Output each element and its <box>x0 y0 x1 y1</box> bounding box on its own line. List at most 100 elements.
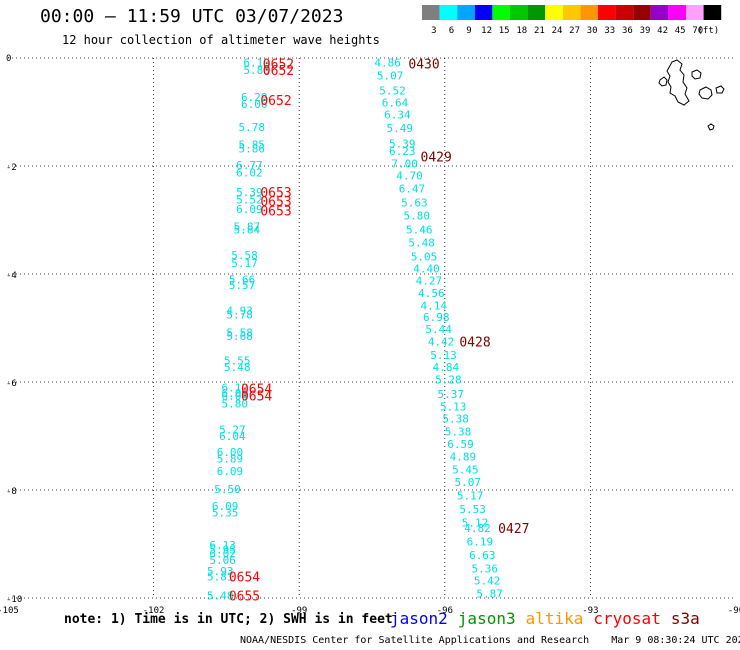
lon-tick-label: -105 <box>0 606 19 616</box>
swh-value: 6.47 <box>399 183 426 196</box>
swh-value: 6.77 <box>236 159 263 172</box>
legend-swatch <box>510 5 528 20</box>
credit-text: NOAA/NESDIS Center for Satellite Applica… <box>240 635 590 646</box>
swh-value: 5.42 <box>474 575 501 588</box>
swh-value: 5.39 <box>236 186 263 199</box>
legend-label: 24 <box>552 26 563 36</box>
swh-value: 5.48 <box>207 589 234 602</box>
swh-value: 5.58 <box>226 326 253 339</box>
legend-swatch <box>615 5 634 20</box>
swh-value: 6.64 <box>382 96 409 109</box>
swh-value: 4.42 <box>428 336 455 349</box>
legend-swatch <box>492 5 510 20</box>
swh-value: 5.80 <box>404 210 431 223</box>
legend-label: 3 <box>431 26 436 36</box>
swh-value: 5.55 <box>224 354 251 367</box>
legend-swatch <box>457 5 475 20</box>
pass-time-label: 0653 <box>260 204 291 219</box>
swh-value: 6.63 <box>469 549 496 562</box>
swh-value: 6.13 <box>243 56 269 69</box>
credit-line: NOAA/NESDIS Center for Satellite Applica… <box>240 635 740 646</box>
pass-time-label: 0429 <box>421 150 452 165</box>
swh-value: 5.48 <box>224 361 251 374</box>
swh-value: 4.56 <box>418 287 445 300</box>
swh-value: 4.86 <box>374 56 401 69</box>
pass-time-label: 0427 <box>498 522 529 537</box>
swh-value: 6.98 <box>423 311 450 324</box>
altimeter-tracks: 6.135.856.296.065.785.855.866.776.025.39… <box>207 56 530 604</box>
legend-label: 30 <box>587 26 598 36</box>
legend-label: 9 <box>466 26 471 36</box>
legend-label: 70 <box>692 26 703 36</box>
legend-swatch <box>703 5 722 20</box>
pass-time-label: 0653 <box>260 186 291 201</box>
lat-tick-label: -8 <box>6 487 17 497</box>
pass-time-label: 0654 <box>241 382 272 397</box>
swh-value: 5.49 <box>387 122 414 135</box>
swh-value: 4.89 <box>450 451 477 464</box>
swh-value: 6.06 <box>222 387 249 400</box>
legend-label: 12 <box>481 26 492 36</box>
swh-value: 7.00 <box>391 157 418 170</box>
lat-lon-grid: -105 -102 -99 -96 -93 -90 0 -2 -4 -6 -8 -10 <box>0 54 740 616</box>
legend-swatch <box>422 5 440 20</box>
pass-time-label: 0652 <box>263 64 294 79</box>
swh-value: 5.27 <box>219 424 246 437</box>
map-subtitle: 12 hour collection of altimeter wave hei… <box>62 33 380 47</box>
swh-value: 5.85 <box>239 138 265 151</box>
swh-value: 4.27 <box>416 274 443 287</box>
coastline-san-cristobal <box>715 85 725 94</box>
swh-value: 4.84 <box>433 361 460 374</box>
pass-time-label: 0654 <box>229 570 260 585</box>
units-note: note: 1) Time is in UTC; 2) SWH is in fe… <box>64 612 393 627</box>
swh-value: 5.52 <box>236 193 263 206</box>
swh-value: 5.44 <box>425 323 452 336</box>
legend-swatch <box>580 5 598 20</box>
swh-value: 5.86 <box>239 143 265 156</box>
swh-value: 5.87 <box>234 220 261 233</box>
swh-value: 5.85 <box>243 64 269 77</box>
color-legend: 3 6 9 12 15 18 21 24 27 30 33 36 39 42 45 70(ft) <box>422 5 722 36</box>
legend-label: 21 <box>534 26 545 36</box>
swh-value: 5.46 <box>406 224 433 237</box>
lon-tick-label: -99 <box>291 606 307 616</box>
legend-label: 27 <box>569 26 580 36</box>
swh-value: 5.38 <box>442 413 469 426</box>
lon-tick-label: -90 <box>728 606 740 616</box>
swh-value: 6.02 <box>209 548 236 561</box>
swh-value: 5.57 <box>229 279 256 292</box>
lat-tick-label: -10 <box>6 595 22 605</box>
swh-value: 4.70 <box>396 170 423 183</box>
swh-value: 5.17 <box>457 489 484 502</box>
swh-value: 5.84 <box>234 224 261 237</box>
coastline-isabela <box>666 59 690 106</box>
swh-value: 5.13 <box>440 400 467 413</box>
legend-label: 6 <box>449 26 454 36</box>
swh-value: 5.53 <box>459 503 486 516</box>
legend-label: 42 <box>657 26 668 36</box>
satellite-cryosat: cryosat <box>593 609 661 628</box>
swh-value: 6.09 <box>236 203 263 216</box>
legend-label: 18 <box>516 26 527 36</box>
galapagos-islands <box>658 59 725 131</box>
swh-value: 4.40 <box>413 263 440 276</box>
satellite-jason2: jason2 <box>390 609 448 628</box>
swh-value: 5.78 <box>239 121 265 134</box>
swh-value: 6.06 <box>241 98 268 111</box>
swh-value: 6.09 <box>212 500 239 513</box>
legend-unit: (ft) <box>698 26 720 36</box>
swh-value: 6.09 <box>217 465 244 478</box>
swh-value: 6.04 <box>219 430 246 443</box>
swh-value: 6.00 <box>217 446 244 459</box>
swh-value: 6.29 <box>241 91 268 104</box>
swh-value: 6.23 <box>389 145 416 158</box>
swh-value: 5.12 <box>462 516 489 529</box>
swh-value: 4.93 <box>226 305 253 318</box>
swh-value: 5.17 <box>231 257 258 270</box>
swh-value: 5.81 <box>207 570 234 583</box>
legend-swatch <box>474 5 493 20</box>
legend-label: 36 <box>622 26 633 36</box>
legend-swatch <box>598 5 616 20</box>
pass-time-label: 0655 <box>229 589 260 604</box>
